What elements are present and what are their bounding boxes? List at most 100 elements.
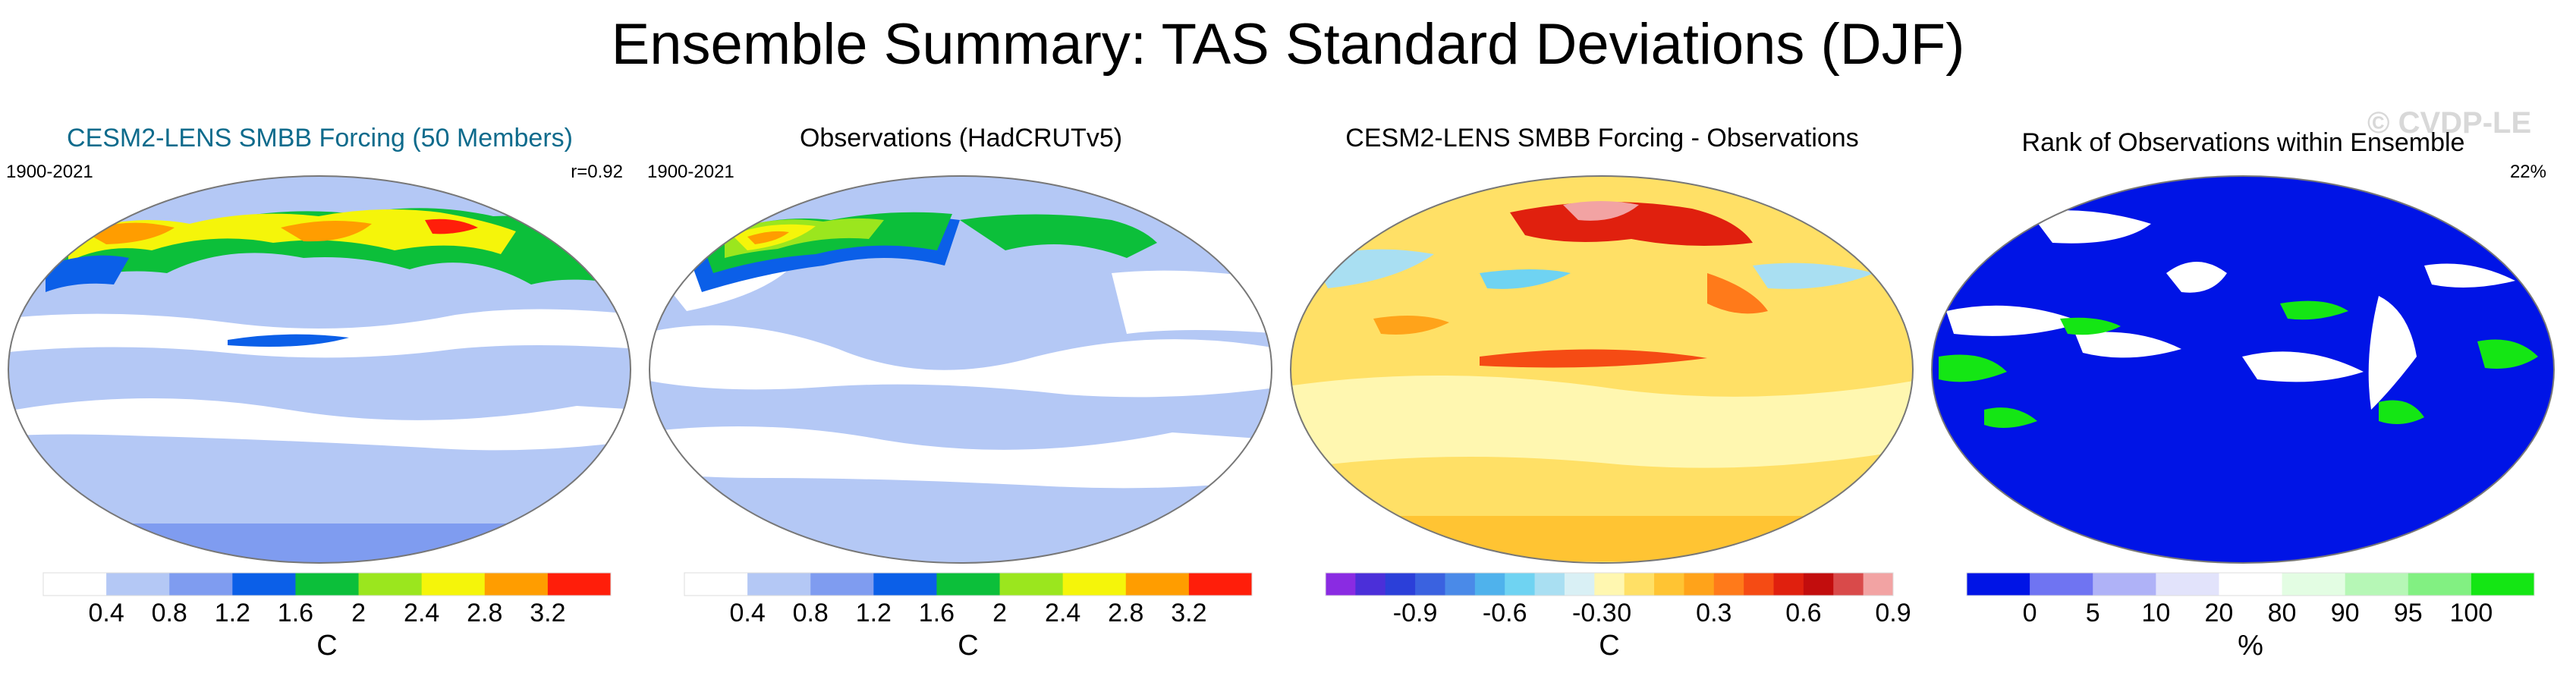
colorbar-tick-label: 0.6 <box>1785 599 1821 627</box>
field-nh-orange-2 <box>281 221 372 242</box>
colorbar-tick-label: 3.2 <box>1171 599 1206 627</box>
colorbar-swatch <box>2471 573 2535 596</box>
colorbar-swatch <box>1594 573 1625 596</box>
colorbar-tick-label: 1.2 <box>215 599 250 627</box>
map-border <box>1290 175 1914 564</box>
colorbar-swatch <box>1385 573 1416 596</box>
colorbar-swatch <box>873 573 937 596</box>
panel-title: CESM2-LENS SMBB Forcing - Observations <box>1345 124 1859 152</box>
colorbar-swatch <box>2030 573 2093 596</box>
field-nh-orange <box>747 231 789 244</box>
map-rank <box>1931 175 2555 564</box>
colorbar-border <box>1325 572 1894 596</box>
field-white-7 <box>2424 263 2515 288</box>
pattern-correlation: r=0.92 <box>571 162 623 182</box>
map-difference <box>1290 175 1914 564</box>
field-white-band-south <box>8 398 631 451</box>
colorbar-swatch <box>421 573 486 596</box>
colorbar-tick-label: 3.2 <box>530 599 565 627</box>
field-nh-blue <box>46 255 129 292</box>
colorbar-tick-label: 20 <box>2205 599 2234 627</box>
field-enso <box>228 334 349 347</box>
map-border <box>1931 175 2555 564</box>
colorbar-tick-label: 0.3 <box>1696 599 1731 627</box>
colorbar-tick-label: 2 <box>992 599 1007 627</box>
colorbar-swatch <box>1684 573 1715 596</box>
colorbar-tick-label: 2 <box>351 599 366 627</box>
colorbar-swatch <box>2093 573 2156 596</box>
colorbar-swatch <box>1534 573 1565 596</box>
period-label: 1900-2021 <box>6 162 93 182</box>
colorbar-border <box>42 572 612 596</box>
field-white-6 <box>2368 296 2417 410</box>
panel-model-stddev: CESM2-LENS SMBB Forcing (50 Members) 190… <box>0 118 640 676</box>
colorbar-swatch <box>232 573 296 596</box>
colorbar-tick-label: 100 <box>2450 599 2493 627</box>
colorbar-tick-label: 95 <box>2394 599 2423 627</box>
field-green-3 <box>2280 300 2348 320</box>
field-white-band-south <box>650 426 1272 489</box>
field-nh-red <box>425 219 478 234</box>
field-nh-pink <box>1563 201 1639 221</box>
colorbar-model: 0.4 0.8 1.2 1.6 2 2.4 2.8 3.2 C <box>42 572 612 662</box>
colorbar-swatch <box>747 573 811 596</box>
field-white-3 <box>1946 305 2083 336</box>
colorbar-swatch <box>1564 573 1595 596</box>
colorbar-tick-label: -0.9 <box>1393 599 1438 627</box>
colorbar-swatch <box>2345 573 2409 596</box>
colorbar-swatch <box>1355 573 1386 596</box>
colorbar-tick-label: 2.4 <box>1045 599 1080 627</box>
colorbar-swatch <box>2408 573 2472 596</box>
colorbar-swatch <box>1125 573 1190 596</box>
percent-label: 22% <box>2509 162 2546 182</box>
colorbar-difference: -0.9 -0.6 -0.3 0 0.3 0.6 0.9 C <box>1325 572 1911 662</box>
panel-title: CESM2-LENS SMBB Forcing (50 Members) <box>67 124 573 152</box>
colorbar-tick-label: 1.2 <box>856 599 892 627</box>
colorbar-tick-label: -0.3 <box>1572 599 1617 627</box>
colorbar-swatch <box>1624 573 1655 596</box>
colorbar-swatch <box>295 573 360 596</box>
panel-rank: Rank of Observations within Ensemble 22%… <box>1923 118 2563 676</box>
map-obs <box>649 175 1272 564</box>
colorbar-swatch <box>1505 573 1536 596</box>
figure-title: Ensemble Summary: TAS Standard Deviation… <box>611 12 1965 77</box>
field-pale <box>1291 376 1913 470</box>
colorbar-swatch <box>358 573 423 596</box>
field-base <box>1932 176 2554 563</box>
colorbar-swatch <box>484 573 549 596</box>
colorbar-swatch <box>1188 573 1253 596</box>
field-nh-yellow <box>68 209 516 262</box>
colorbar-swatch <box>169 573 233 596</box>
colorbar-swatch <box>936 573 1001 596</box>
colorbar-swatch <box>2219 573 2283 596</box>
colorbar-swatch <box>684 573 748 596</box>
field-white-1 <box>2030 210 2151 244</box>
field-warm-2 <box>1373 316 1449 335</box>
colorbar-tick-label: 2.8 <box>467 599 502 627</box>
map-model <box>8 175 631 564</box>
field-green-1 <box>1939 354 2007 382</box>
colorbar-tick-label: 10 <box>2141 599 2170 627</box>
colorbar-tick-label: 0 <box>1617 599 1631 627</box>
colorbar-tick-label: 80 <box>2268 599 2297 627</box>
colorbar-border <box>684 572 1253 596</box>
colorbar-swatch <box>1713 573 1744 596</box>
colorbar-swatch <box>106 573 170 596</box>
field-white-4 <box>2075 332 2181 358</box>
colorbar-swatch <box>1863 573 1894 596</box>
panel-difference: CESM2-LENS SMBB Forcing - Observations -… <box>1282 118 1922 676</box>
colorbar-tick-label: 90 <box>2331 599 2360 627</box>
field-green-6 <box>1984 407 2037 428</box>
field-cool-2 <box>1480 269 1571 289</box>
colorbar-swatch <box>999 573 1064 596</box>
colorbar-swatch <box>43 573 107 596</box>
colorbar-tick-label: 2.8 <box>1108 599 1143 627</box>
field-nh-green-2 <box>960 214 1157 258</box>
field-white-band <box>650 325 1272 398</box>
colorbar-swatch <box>1062 573 1127 596</box>
colorbar-swatch <box>1654 573 1684 596</box>
colorbar-swatch <box>1833 573 1864 596</box>
panel-obs-stddev: Observations (HadCRUTv5) 1900-2021 0.4 0.… <box>641 118 1281 676</box>
colorbar-swatch <box>1415 573 1445 596</box>
colorbar-swatch <box>1326 573 1356 596</box>
